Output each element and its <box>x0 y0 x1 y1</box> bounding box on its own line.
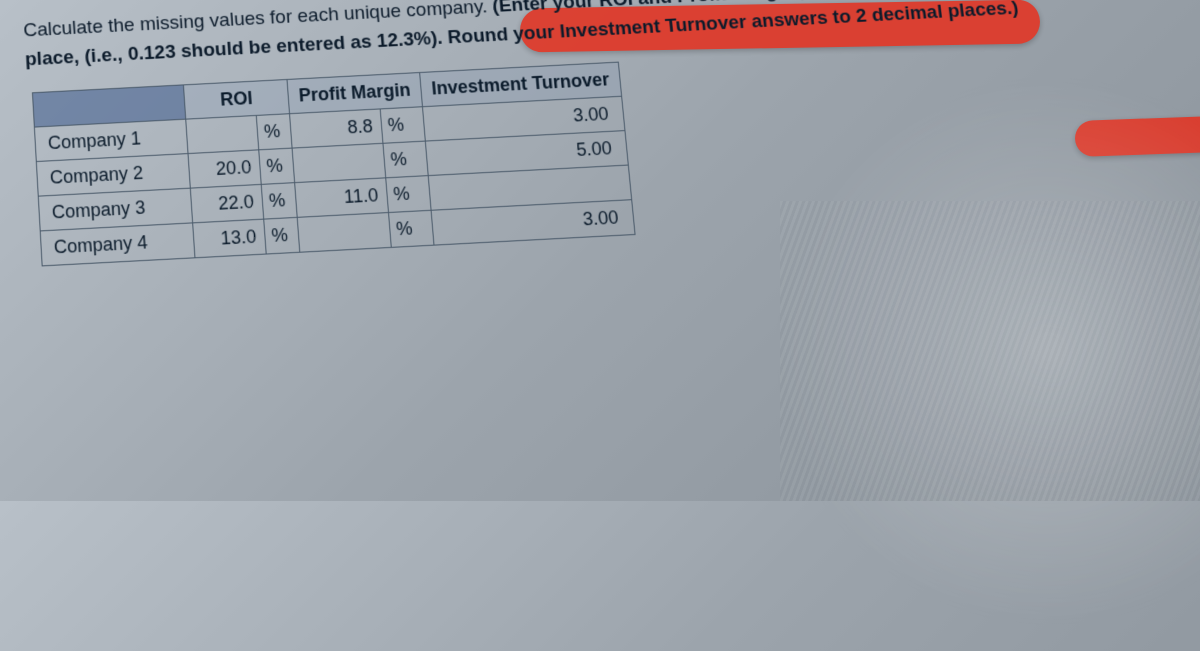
worksheet-page: Calculate the missing values for each un… <box>0 0 1200 300</box>
header-roi: ROI <box>183 79 289 119</box>
roi-unit: % <box>256 114 292 150</box>
pm-input[interactable]: 11.0 <box>295 178 389 218</box>
pm-unit: % <box>383 141 429 178</box>
roi-unit: % <box>259 148 295 184</box>
roi-unit: % <box>261 183 297 219</box>
company-table: ROI Profit Margin Investment Turnover Co… <box>32 62 635 267</box>
roi-input[interactable]: 13.0 <box>193 219 267 258</box>
roi-input[interactable] <box>186 115 259 153</box>
pm-input[interactable]: 8.8 <box>290 109 383 148</box>
roi-input[interactable]: 22.0 <box>190 184 263 222</box>
roi-input[interactable]: 20.0 <box>188 150 261 188</box>
pm-input[interactable] <box>297 213 391 253</box>
pm-unit: % <box>385 176 431 213</box>
pm-unit: % <box>388 210 434 247</box>
pm-input[interactable] <box>292 143 385 182</box>
pm-unit: % <box>380 107 425 144</box>
instruction-bold: (Enter your ROI and Profit Margin percen… <box>24 0 1120 70</box>
roi-unit: % <box>264 217 300 254</box>
row-label: Company 4 <box>40 223 195 266</box>
